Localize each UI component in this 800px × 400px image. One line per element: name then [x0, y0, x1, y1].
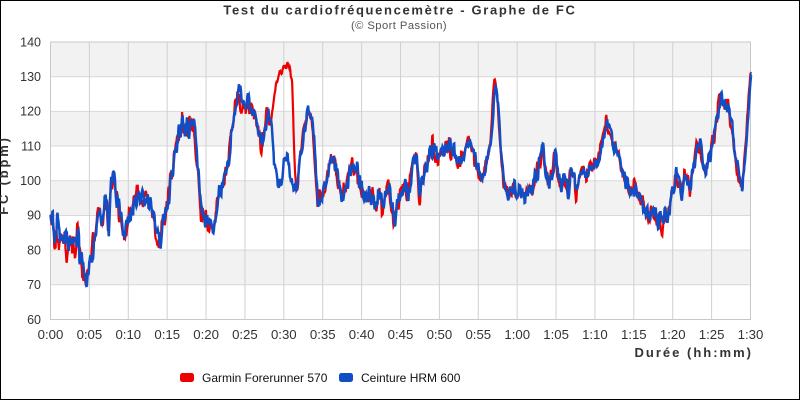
- svg-text:Durée (hh:mm): Durée (hh:mm): [635, 345, 753, 360]
- svg-text:60: 60: [27, 313, 41, 327]
- svg-text:0:15: 0:15: [154, 327, 180, 342]
- svg-text:0:55: 0:55: [465, 327, 491, 342]
- svg-text:1:10: 1:10: [582, 327, 608, 342]
- svg-text:Test du cardiofréquencemètre -: Test du cardiofréquencemètre - Graphe de…: [223, 2, 576, 17]
- svg-text:1:00: 1:00: [504, 327, 530, 342]
- svg-text:0:35: 0:35: [310, 327, 336, 342]
- svg-text:0:20: 0:20: [193, 327, 219, 342]
- svg-text:FC (bpm): FC (bpm): [0, 135, 11, 214]
- svg-text:1:05: 1:05: [543, 327, 569, 342]
- svg-text:90: 90: [27, 209, 41, 223]
- svg-text:Ceinture HRM 600: Ceinture HRM 600: [361, 371, 461, 385]
- svg-text:100: 100: [20, 174, 41, 188]
- svg-text:1:15: 1:15: [621, 327, 647, 342]
- svg-text:80: 80: [27, 243, 41, 257]
- svg-text:110: 110: [21, 139, 41, 153]
- svg-text:1:20: 1:20: [660, 327, 686, 342]
- svg-text:70: 70: [27, 278, 41, 292]
- svg-text:0:05: 0:05: [77, 327, 103, 342]
- svg-text:0:30: 0:30: [271, 327, 297, 342]
- svg-text:0:50: 0:50: [427, 327, 453, 342]
- svg-text:140: 140: [20, 35, 41, 49]
- svg-text:1:30: 1:30: [738, 327, 764, 342]
- svg-text:120: 120: [20, 105, 41, 119]
- svg-text:130: 130: [20, 70, 41, 84]
- svg-text:Garmin Forerunner 570: Garmin Forerunner 570: [202, 371, 328, 385]
- svg-text:0:25: 0:25: [232, 327, 258, 342]
- svg-text:0:40: 0:40: [349, 327, 375, 342]
- svg-text:0:00: 0:00: [38, 327, 64, 342]
- svg-text:1:25: 1:25: [699, 327, 725, 342]
- svg-text:0:10: 0:10: [115, 327, 141, 342]
- svg-text:0:45: 0:45: [388, 327, 414, 342]
- svg-text:(© Sport Passion): (© Sport Passion): [351, 20, 447, 32]
